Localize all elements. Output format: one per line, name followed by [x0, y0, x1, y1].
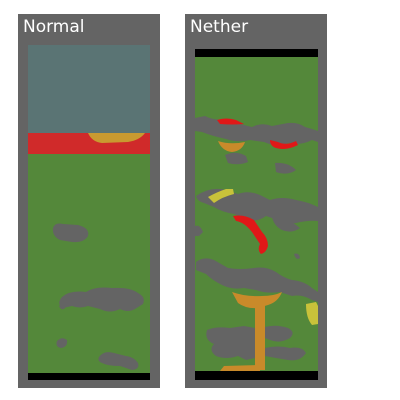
nether-cave	[195, 225, 203, 236]
nether-panel-title: Nether	[190, 17, 249, 37]
nether-ore	[232, 292, 282, 309]
normal-cave	[59, 304, 66, 310]
nether-cave	[196, 188, 318, 224]
nether-cave	[294, 253, 300, 259]
nether-cave	[206, 326, 255, 360]
nether-bedrock-bottom	[195, 371, 318, 380]
normal-cave	[98, 352, 139, 370]
normal-bedrock	[28, 373, 150, 380]
nether-ore	[220, 365, 260, 371]
nether-cave	[196, 258, 318, 302]
nether-lava	[233, 215, 268, 254]
normal-ore-deposit	[88, 133, 145, 143]
normal-sky	[28, 45, 150, 135]
nether-cave	[225, 152, 248, 165]
nether-lava	[270, 140, 298, 149]
nether-cave	[275, 162, 296, 174]
nether-lava	[217, 118, 244, 125]
nether-cave	[265, 325, 293, 342]
nether-sulfur	[208, 189, 234, 203]
nether-cave	[272, 216, 300, 232]
nether-sulfur	[306, 302, 318, 325]
nether-bedrock-top	[195, 49, 318, 57]
normal-panel-title: Normal	[23, 17, 85, 37]
normal-cave	[59, 287, 144, 312]
nether-ore	[218, 141, 245, 152]
normal-ground	[28, 152, 150, 373]
normal-cave	[52, 223, 89, 243]
normal-map	[28, 45, 150, 380]
nether-map	[195, 49, 318, 380]
normal-cave	[56, 338, 68, 348]
nether-cave	[265, 346, 306, 361]
nether-ore-column	[255, 304, 265, 370]
